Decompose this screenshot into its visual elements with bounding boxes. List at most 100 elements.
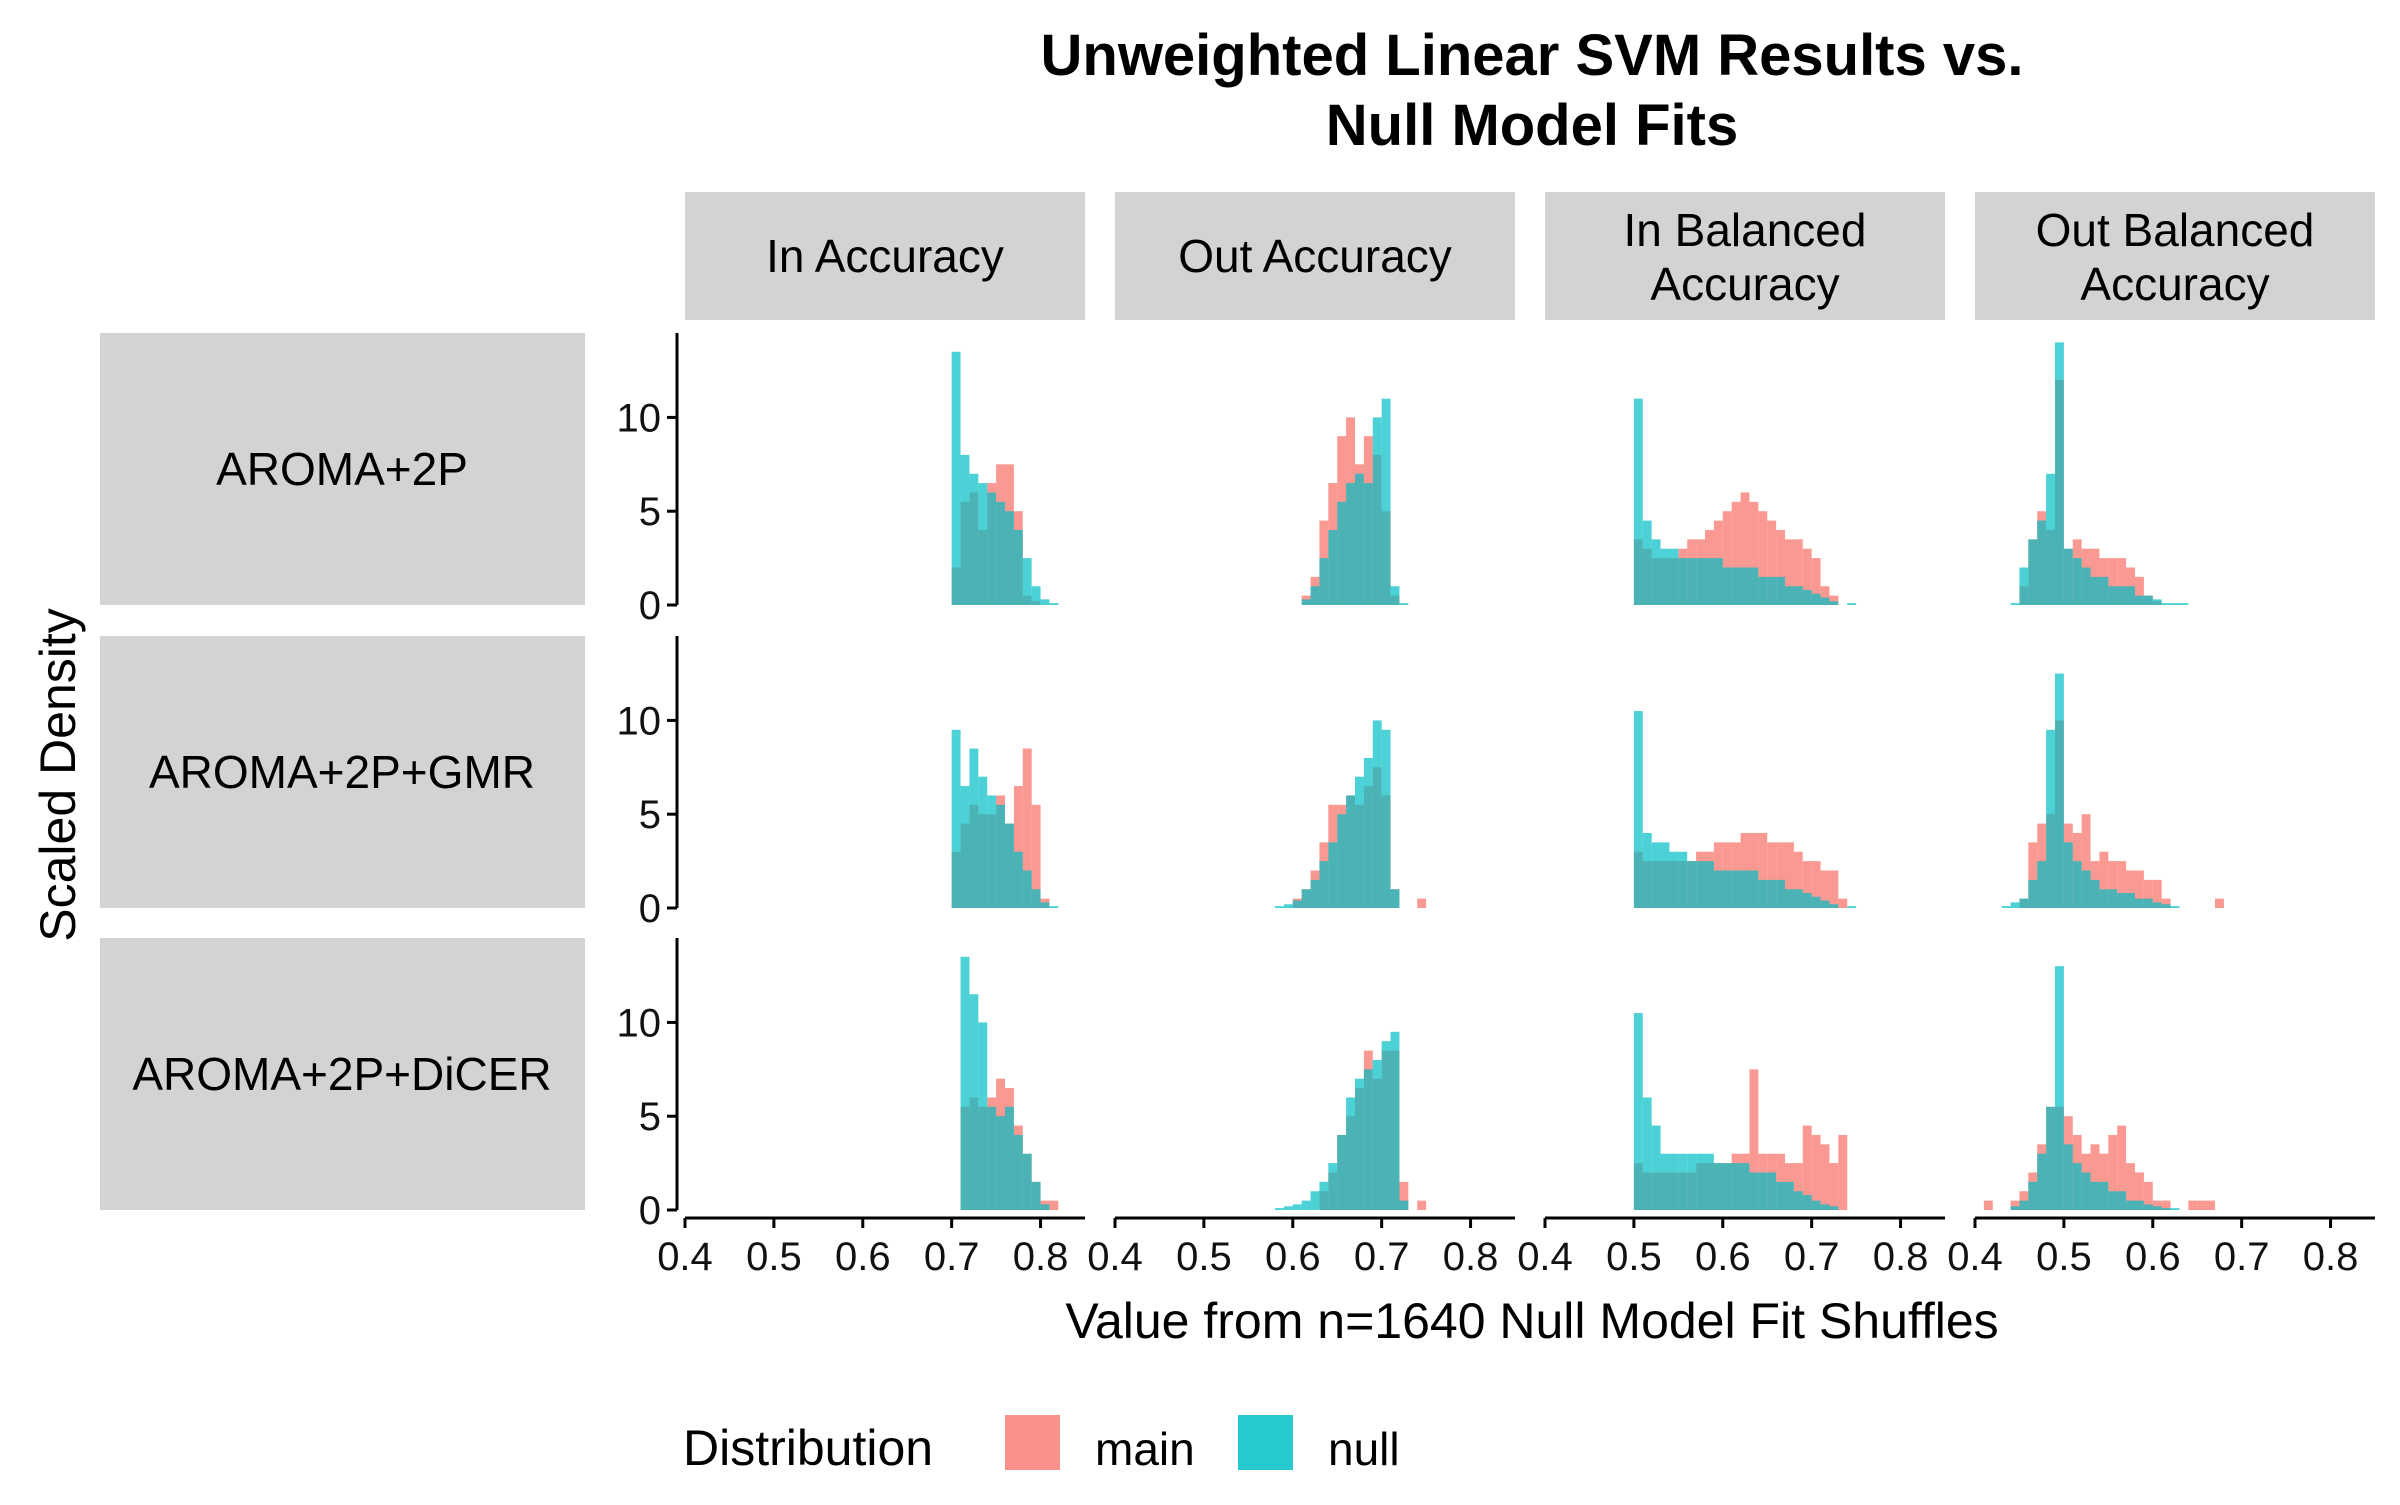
null-bar — [1749, 870, 1759, 908]
null-bar — [1319, 558, 1329, 605]
null-bar — [2081, 567, 2091, 605]
null-bar — [2010, 603, 2020, 605]
null-bar — [1337, 814, 1347, 908]
null-bar — [1040, 599, 1050, 605]
panel-r1-c2 — [1633, 711, 1857, 908]
null-bar — [2046, 729, 2055, 908]
x-tick-label: 0.7 — [924, 1235, 980, 1279]
main-bar — [2090, 1144, 2100, 1210]
null-bar — [996, 501, 1005, 605]
x-tick-label: 0.6 — [1695, 1235, 1751, 1279]
null-bar — [1040, 902, 1050, 908]
y-tick-label: 0 — [639, 584, 661, 628]
main-bar — [1049, 1200, 1059, 1210]
null-bar — [1758, 1172, 1768, 1210]
null-bar — [1337, 1134, 1347, 1210]
y-tick-label: 10 — [617, 396, 662, 440]
null-bar — [2055, 342, 2064, 605]
legend-swatch-main — [1005, 1415, 1060, 1470]
null-bar — [1328, 529, 1338, 605]
null-bar — [1793, 586, 1803, 605]
x-tick-label: 0.4 — [1947, 1235, 2003, 1279]
column-strip-label-2-1: Accuracy — [1650, 258, 1839, 310]
main-bar — [1740, 492, 1750, 605]
null-bar — [1301, 599, 1311, 605]
null-bar — [2135, 595, 2144, 605]
main-bar — [2161, 1200, 2171, 1210]
main-bar — [2143, 879, 2153, 908]
main-bar — [1802, 1125, 1812, 1210]
null-bar — [996, 1116, 1005, 1210]
x-tick-label: 0.7 — [1784, 1235, 1840, 1279]
null-bar — [2161, 1208, 2171, 1210]
null-bar — [1049, 906, 1059, 908]
null-bar — [2170, 1208, 2180, 1210]
main-bar — [1820, 870, 1830, 908]
panel-r0-c1 — [1301, 398, 1409, 605]
main-bar — [1767, 520, 1777, 605]
null-bar — [2010, 902, 2020, 908]
null-bar — [1337, 501, 1347, 605]
null-bar — [1022, 870, 1032, 908]
main-bar — [2135, 1172, 2144, 1210]
null-bar — [1802, 589, 1812, 605]
main-bar — [1811, 1134, 1821, 1210]
legend-title: Distribution — [683, 1420, 933, 1476]
main-bar — [1793, 1163, 1803, 1210]
null-bar — [2037, 861, 2047, 908]
main-bar — [2161, 898, 2171, 908]
null-bar — [1651, 842, 1661, 908]
null-bar — [1776, 576, 1785, 605]
row-strip-label-0: AROMA+2P — [216, 443, 468, 495]
null-bar — [2117, 586, 2127, 605]
main-bar — [1013, 786, 1023, 908]
null-bar — [1310, 879, 1320, 908]
null-bar — [2143, 898, 2153, 908]
y-tick-label: 10 — [617, 1001, 662, 1045]
x-tick-label: 0.6 — [1265, 1235, 1321, 1279]
main-bar — [1829, 870, 1839, 908]
null-bar — [960, 956, 970, 1210]
null-bar — [2072, 558, 2082, 605]
main-bar — [2152, 879, 2162, 908]
column-strip-label-0: In Accuracy — [766, 230, 1004, 282]
legend-swatch-null — [1238, 1415, 1293, 1470]
main-bar — [1983, 1200, 1993, 1210]
panel-r1-c0 — [951, 729, 1059, 908]
null-bar — [1731, 870, 1741, 908]
main-bar — [2197, 1200, 2207, 1210]
null-bar — [1292, 900, 1302, 908]
legend-label-null: null — [1328, 1423, 1400, 1475]
main-bar — [1417, 898, 1427, 908]
null-bar — [2099, 1181, 2109, 1210]
null-bar — [1355, 1078, 1364, 1210]
null-bar — [996, 804, 1005, 908]
main-bar — [1829, 595, 1839, 605]
null-bar — [1310, 1191, 1320, 1210]
null-bar — [2010, 1206, 2020, 1210]
main-bar — [2117, 861, 2127, 908]
null-bar — [987, 492, 997, 605]
null-bar — [1722, 870, 1732, 908]
null-bar — [1776, 1181, 1785, 1210]
chart-title-line-2: Null Model Fits — [1326, 93, 1738, 158]
column-strip-label-3-1: Accuracy — [2080, 258, 2269, 310]
null-bar — [1731, 567, 1741, 605]
null-bar — [2152, 599, 2162, 605]
null-bar — [1372, 1059, 1382, 1210]
null-bar — [1705, 558, 1714, 605]
null-bar — [1758, 879, 1768, 908]
null-bar — [1687, 1153, 1697, 1210]
null-bar — [2126, 892, 2135, 908]
null-bar — [1660, 548, 1670, 605]
column-strip-2 — [1545, 192, 1945, 320]
null-bar — [2170, 906, 2180, 908]
null-bar — [1713, 558, 1723, 605]
null-bar — [2126, 586, 2135, 605]
main-bar — [1802, 861, 1812, 908]
main-bar — [1758, 832, 1768, 908]
null-bar — [2019, 567, 2029, 605]
null-bar — [1633, 1013, 1643, 1210]
row-strip-label-1: AROMA+2P+GMR — [149, 746, 535, 798]
